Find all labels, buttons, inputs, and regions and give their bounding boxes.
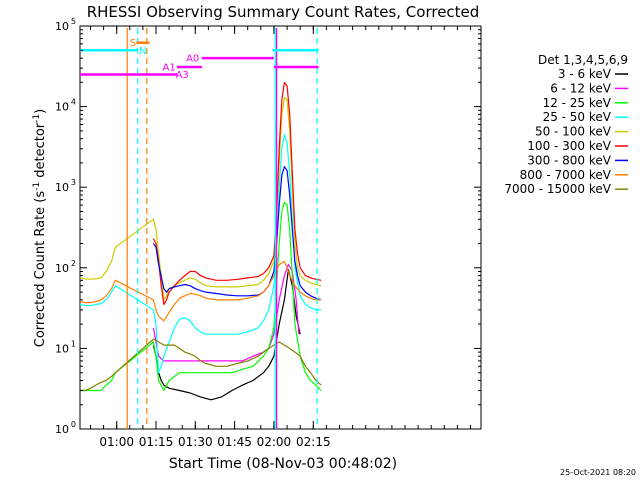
legend-label-2: 12 - 25 keV [543, 96, 612, 110]
x-ticks-layer: 01:00 01:15 01:30 01:45 02:00 02:15 [90, 26, 471, 449]
series-line-4 [79, 96, 322, 301]
legend-label-8: 7000 - 15000 keV [504, 182, 611, 196]
x-tick-label: 02:15 [296, 435, 331, 449]
attenuator-label-1: N [139, 46, 146, 57]
y-axis-label-sup-1: -1 [32, 182, 42, 191]
series-line-2 [80, 201, 322, 392]
series-line-0 [152, 269, 301, 401]
footer-date: 25-Oct-2021 08:20 [560, 468, 636, 477]
y-axis-label-part-3: ) [33, 109, 48, 114]
series-line-3 [79, 134, 322, 374]
legend-label-5: 100 - 300 keV [527, 139, 611, 153]
y-tick-label: 10 1 [55, 339, 76, 355]
series-line-6 [152, 166, 322, 301]
legend-label-6: 300 - 800 keV [527, 153, 611, 167]
x-tick-label: 01:00 [99, 435, 134, 449]
series-line-7 [79, 260, 322, 322]
x-tick-label: 01:30 [178, 435, 213, 449]
plot-frame [79, 25, 482, 430]
legend-label-4: 50 - 100 keV [535, 125, 612, 139]
attenuator-label-0: S [130, 38, 136, 49]
x-tick-label: 01:15 [139, 435, 174, 449]
y-tick-label: 10 0 [55, 420, 76, 436]
x-tick-label: 02:00 [257, 435, 292, 449]
y-axis-label-part-2: detector [33, 122, 48, 182]
legend-label-1: 6 - 12 keV [550, 81, 612, 95]
attenuator-label-5: A3 [176, 70, 189, 81]
legend-label-3: 25 - 50 keV [543, 110, 612, 124]
legend-label-0: 3 - 6 keV [558, 67, 612, 81]
y-axis-label: Corrected Count Rate (s-1 detector-1) [32, 109, 48, 347]
y-tick-label: 10 2 [55, 259, 76, 275]
y-axis-label-part-1: Corrected Count Rate (s [33, 191, 48, 348]
attenuator-label-3: A0 [186, 54, 199, 65]
series-layer [79, 81, 322, 401]
legend-label-7: 800 - 7000 keV [520, 168, 612, 182]
series-line-5 [152, 81, 322, 306]
y-tick-label: 10 3 [55, 178, 76, 194]
y-tick-label: 10 5 [55, 17, 76, 33]
legend-title: Det 1,3,4,5,6,9 [538, 53, 628, 67]
series-line-1 [152, 263, 300, 362]
x-axis-label: Start Time (08-Nov-03 00:48:02) [169, 456, 397, 472]
series-line-8 [80, 338, 322, 392]
vertical-lines-layer [126, 28, 318, 429]
y-axis-label-sup-2: -1 [32, 114, 42, 123]
attenuator-label-4: A1 [162, 63, 175, 74]
y-tick-label: 10 4 [55, 98, 76, 114]
x-tick-label: 01:45 [217, 435, 252, 449]
chart-title: RHESSI Observing Summary Count Rates, Co… [87, 3, 480, 21]
